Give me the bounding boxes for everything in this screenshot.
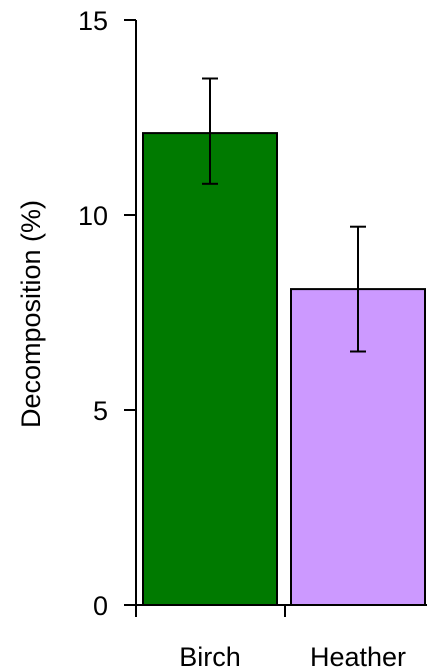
y-tick-label-15: 15 bbox=[78, 6, 108, 36]
y-tick-label-0: 0 bbox=[93, 591, 108, 621]
y-tick-label-5: 5 bbox=[93, 396, 108, 426]
bar-birch bbox=[142, 132, 278, 606]
x-tick-label-heather: Heather bbox=[310, 642, 406, 671]
y-axis-title: Decomposition (%) bbox=[16, 200, 46, 428]
plot-area: 0 5 10 15 Birch Heather bbox=[78, 6, 427, 671]
y-tick-label-10: 10 bbox=[78, 201, 108, 231]
x-tick-label-birch: Birch bbox=[179, 642, 241, 671]
